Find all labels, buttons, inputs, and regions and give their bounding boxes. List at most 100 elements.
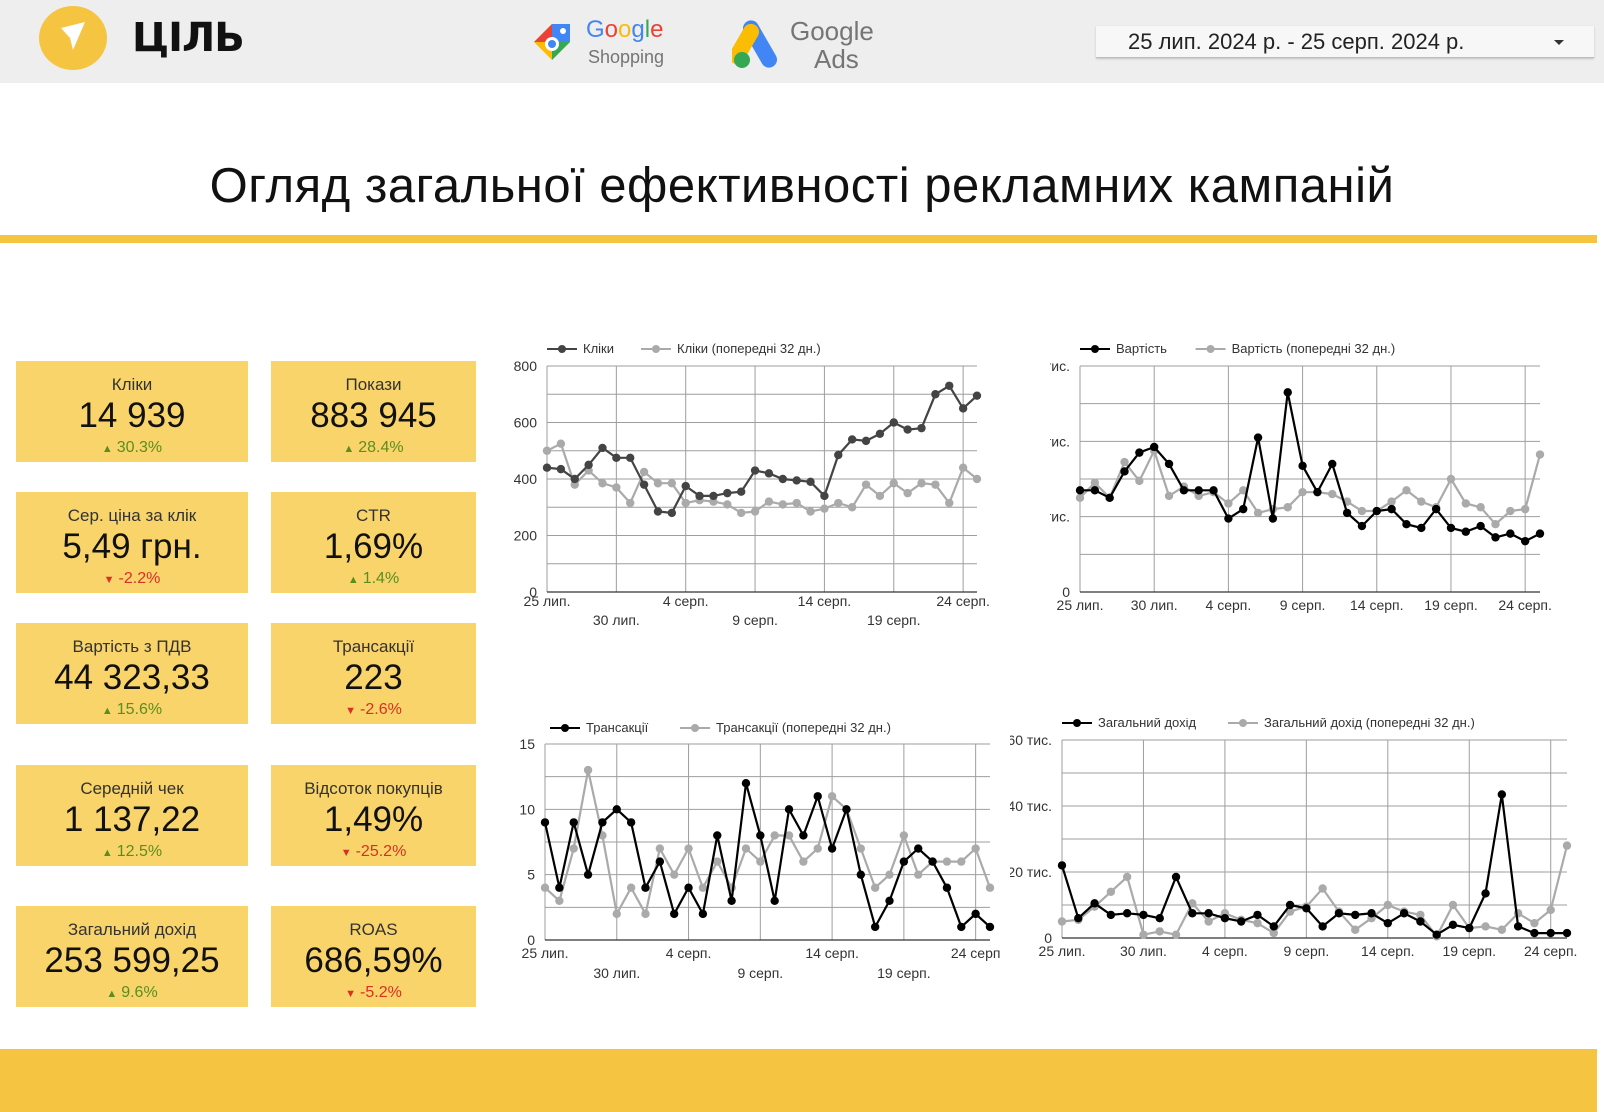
data-point <box>555 896 564 905</box>
data-point <box>1283 503 1292 512</box>
legend-entry: Загальний дохід (попередні 32 дн.) <box>1228 715 1475 730</box>
data-point <box>667 479 677 488</box>
data-point <box>713 831 722 840</box>
data-point <box>1399 909 1409 918</box>
y-tick-label: 40 тис. <box>1010 798 1052 814</box>
y-tick-label: 4 тис. <box>1050 433 1070 449</box>
data-point <box>1155 914 1164 923</box>
data-point <box>556 464 566 474</box>
series-line <box>544 769 992 918</box>
data-point <box>1209 486 1218 495</box>
data-point <box>1135 448 1144 457</box>
data-point <box>792 498 801 508</box>
data-point <box>1383 918 1393 928</box>
data-point <box>1074 914 1083 923</box>
arrow-up-icon: ▲ <box>101 443 113 455</box>
data-point <box>764 497 774 506</box>
x-tick-label: 19 серп. <box>867 612 921 628</box>
data-point <box>626 453 635 463</box>
data-point <box>778 474 788 484</box>
kpi-revenue: Загальний дохід 253 599,25 ▲ 9.6% <box>16 906 248 1007</box>
data-point <box>1432 930 1441 939</box>
google-ads-subtitle: Ads <box>814 44 859 74</box>
data-point <box>750 466 760 475</box>
data-point <box>1105 493 1114 503</box>
data-point <box>1253 918 1262 928</box>
date-range-value: 25 лип. 2024 р. - 25 серп. 2024 р. <box>1128 29 1465 54</box>
data-point <box>834 498 843 508</box>
data-point <box>792 476 801 485</box>
data-point <box>540 818 550 827</box>
data-point <box>1530 928 1539 938</box>
data-point <box>1164 491 1174 501</box>
x-tick-label: 14 серп. <box>1361 943 1415 959</box>
y-tick-label: 0 <box>527 932 535 948</box>
data-point <box>985 883 995 892</box>
data-point <box>885 896 894 905</box>
data-point <box>1446 523 1456 533</box>
data-point <box>885 870 894 879</box>
series-line <box>1079 447 1542 526</box>
clicks-chart: Кліки Кліки (попередні 32 дн.) 0 200 400 600 8… <box>505 332 1020 657</box>
data-point <box>723 500 732 509</box>
y-tick-label: 6 тис. <box>1050 358 1070 374</box>
data-point <box>756 857 765 866</box>
data-point <box>1402 486 1411 495</box>
data-point <box>784 805 794 814</box>
kpi-label: Середній чек <box>80 779 184 798</box>
data-point <box>1351 910 1360 920</box>
data-point <box>1188 899 1197 908</box>
data-point <box>1239 486 1248 495</box>
legend-label: Трансакції <box>586 720 649 735</box>
data-point <box>1122 872 1132 882</box>
data-point <box>626 883 636 892</box>
kpi-buyer-rate: Відсоток покупців 1,49% ▼ -25.2% <box>271 765 476 866</box>
x-tick-label: 24 серп <box>951 945 1001 961</box>
data-point <box>1530 918 1539 928</box>
data-point <box>1120 467 1129 476</box>
data-point <box>709 491 718 501</box>
kpi-impressions: Покази 883 945 ▲ 28.4% <box>271 361 476 462</box>
data-point <box>1351 925 1360 934</box>
kpi-clicks: Кліки 14 939 ▲ 30.3% <box>16 361 248 462</box>
data-point <box>1481 889 1490 898</box>
data-point <box>958 404 968 413</box>
data-point <box>1328 459 1337 469</box>
data-point <box>569 844 578 853</box>
data-point <box>870 883 880 892</box>
data-point <box>1562 928 1572 938</box>
data-point <box>1491 533 1500 542</box>
kpi-transactions: Трансакції 223 ▼ -2.6% <box>271 623 476 724</box>
x-tick-label: 9 серп. <box>732 612 778 628</box>
data-point <box>1417 497 1426 506</box>
data-point <box>1224 514 1233 523</box>
kpi-label: Покази <box>345 375 402 394</box>
data-point <box>875 429 885 438</box>
legend-entry: Трансакції <box>550 720 649 735</box>
legend-swatch-dot <box>1239 719 1247 727</box>
y-tick-label: 0 <box>529 584 537 600</box>
page-title: Огляд загальної ефективності рекламних к… <box>209 159 1395 213</box>
data-point <box>1431 504 1441 514</box>
legend-label: Кліки (попередні 32 дн.) <box>677 341 821 356</box>
kpi-value: 44 323,33 <box>54 658 210 697</box>
y-tick-label: 5 <box>527 867 535 883</box>
arrow-up-icon: ▲ <box>101 847 113 859</box>
data-point <box>684 883 693 892</box>
data-point <box>598 479 607 488</box>
date-range-picker[interactable]: 25 лип. 2024 р. - 25 серп. 2024 р. <box>1096 26 1594 58</box>
data-point <box>1416 910 1425 920</box>
legend-label: Трансакції (попередні 32 дн.) <box>716 720 891 735</box>
x-tick-label: 9 серп. <box>737 965 783 981</box>
data-point <box>641 909 650 919</box>
data-point <box>870 922 880 932</box>
data-point <box>1302 904 1311 913</box>
kpi-roas: ROAS 686,59% ▼ -5.2% <box>271 906 476 1007</box>
data-point <box>584 460 593 470</box>
data-point <box>1313 487 1322 497</box>
footer-band <box>0 1049 1597 1112</box>
series-line <box>543 782 991 930</box>
data-point <box>770 831 779 840</box>
data-point <box>612 909 621 919</box>
data-point <box>1402 520 1411 529</box>
